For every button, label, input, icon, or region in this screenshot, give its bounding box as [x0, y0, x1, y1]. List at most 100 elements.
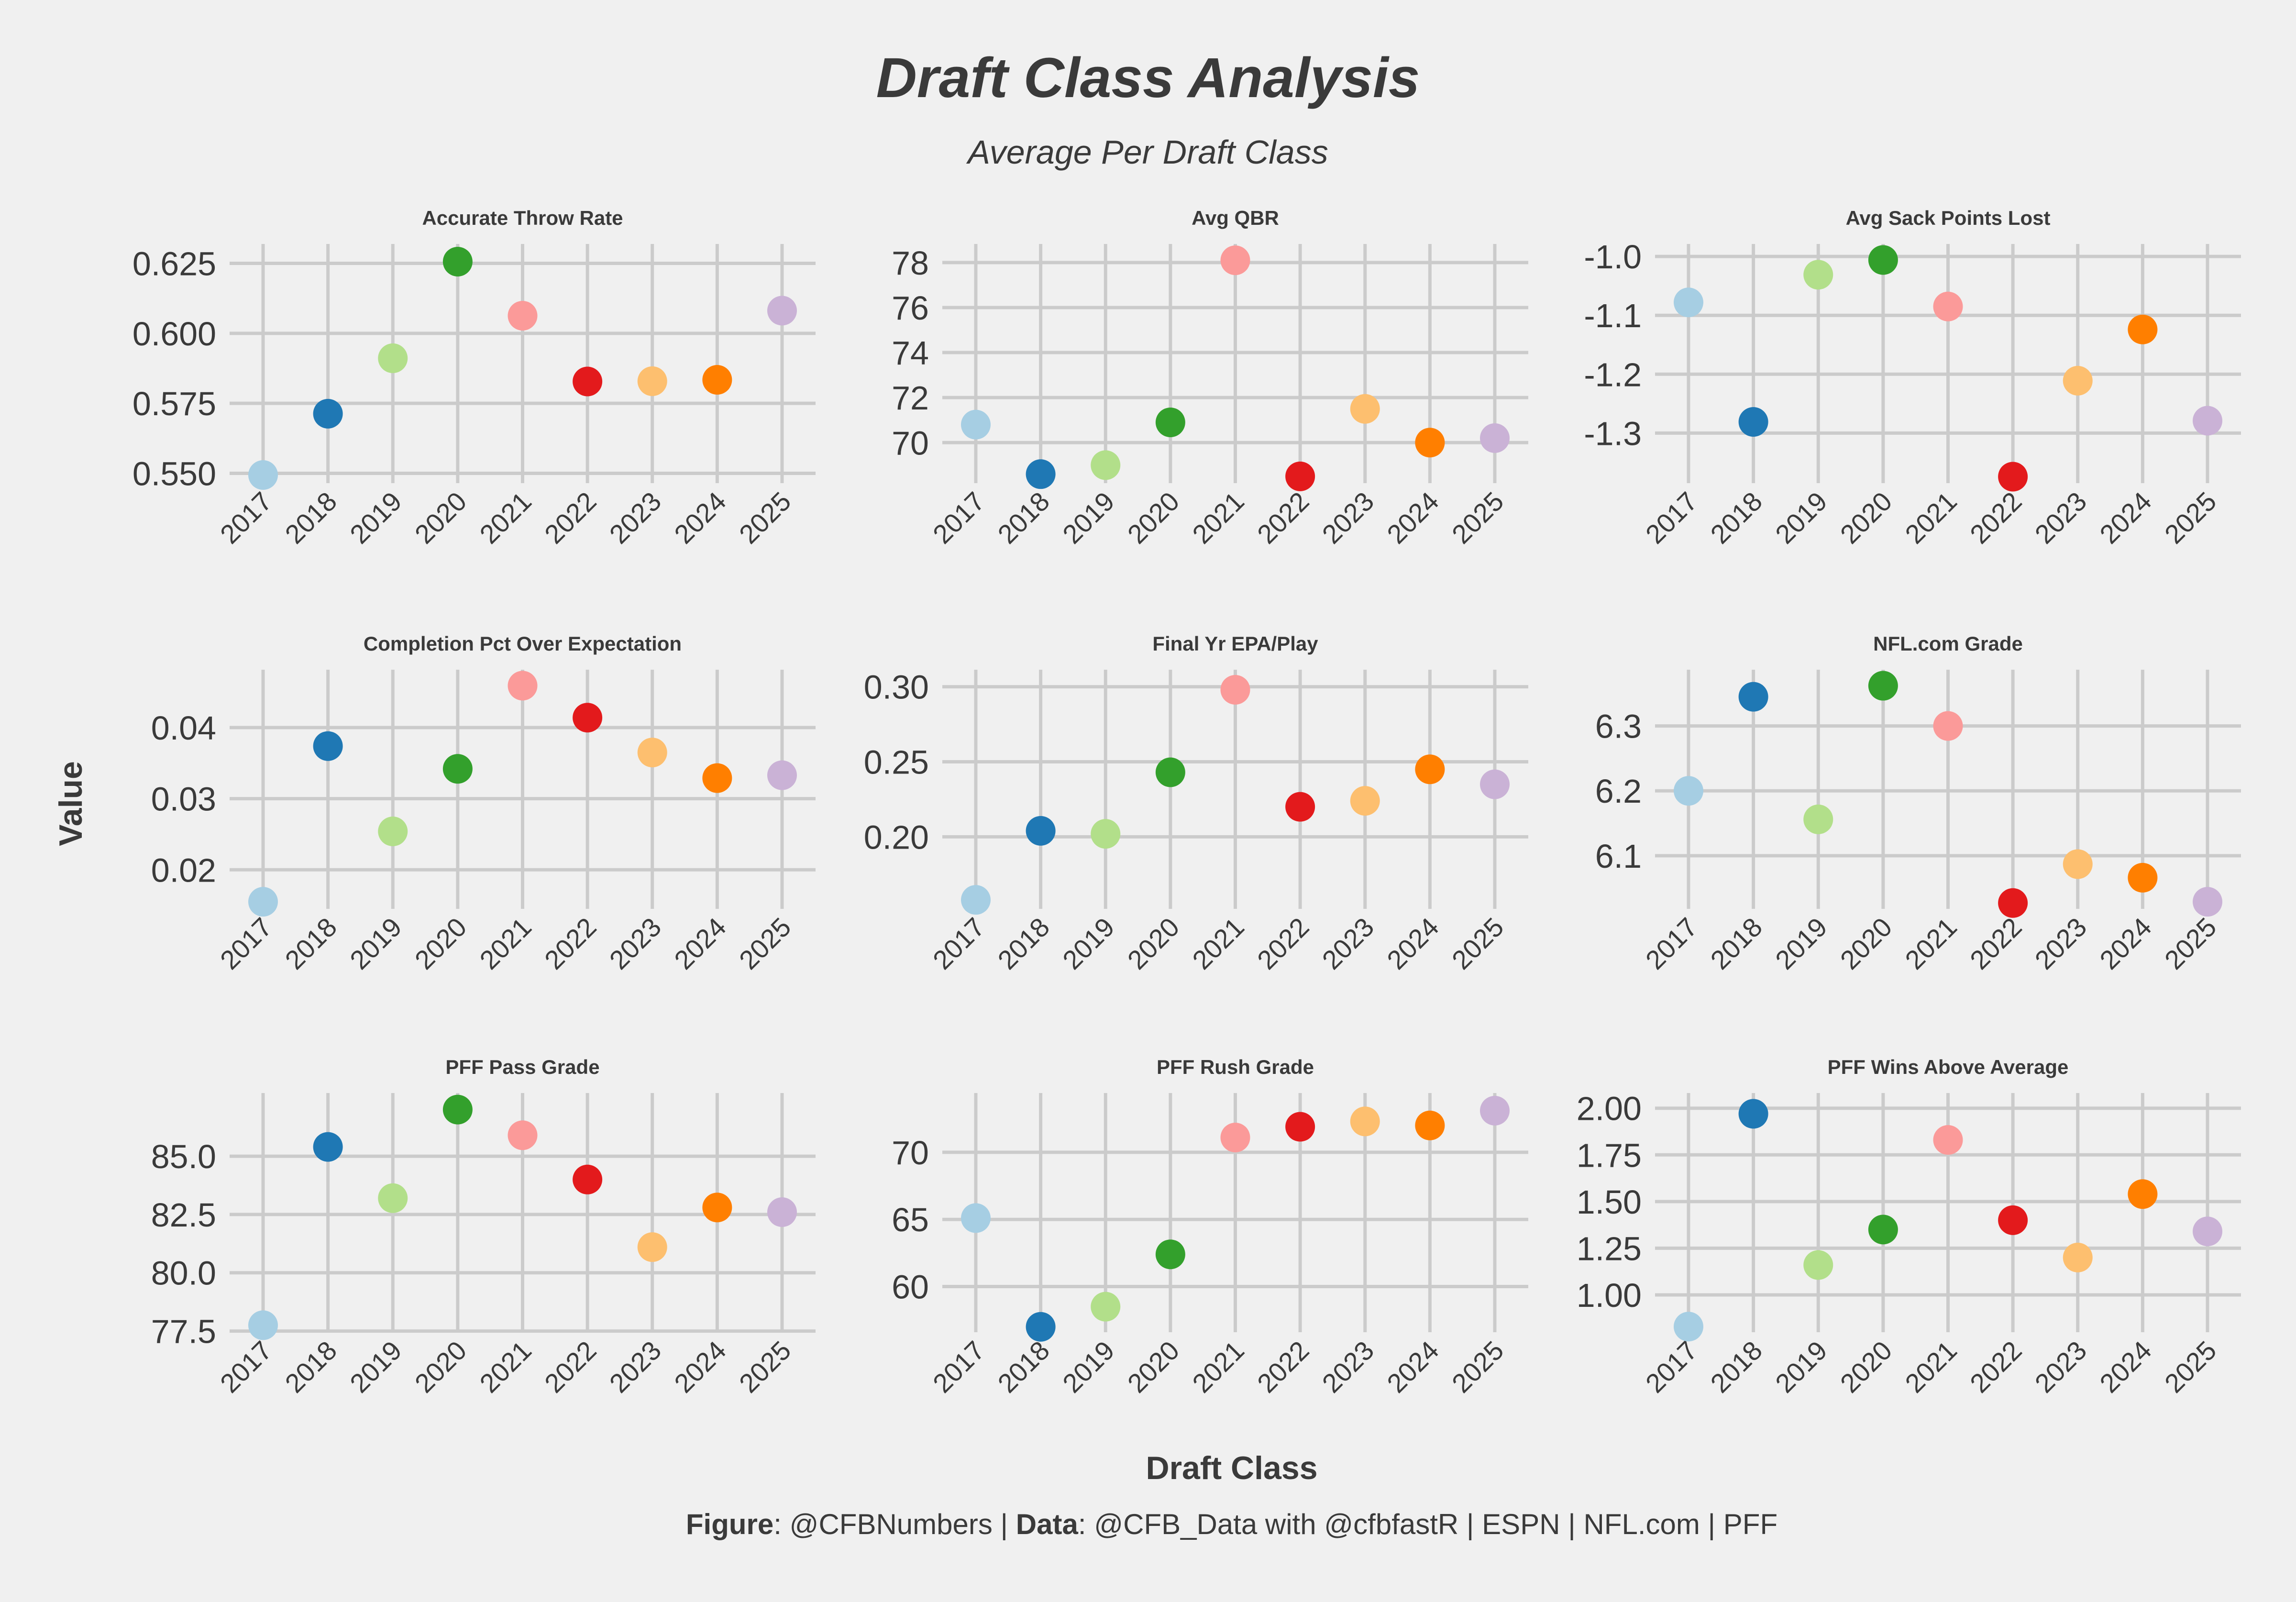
data-point-2018 [1738, 682, 1768, 712]
data-point-2022 [1285, 461, 1315, 491]
panel-title: Final Yr EPA/Play [1152, 632, 1318, 655]
panel-title: Avg QBR [1192, 207, 1279, 229]
chart-title: Draft Class Analysis [876, 46, 1420, 110]
source-caption: Figure: @CFBNumbers | Data: @CFB_Data wi… [0, 1508, 2296, 1541]
y-tick-label: 6.1 [1595, 838, 1642, 875]
x-tick-label: 2018 [1704, 912, 1768, 975]
x-tick-label: 2018 [279, 912, 342, 975]
y-tick-label: 65 [892, 1201, 929, 1238]
y-tick-label: 0.600 [132, 315, 216, 353]
x-tick-label: 2025 [1446, 486, 1510, 550]
panel-9: PFF Wins Above Average 1.00 1.25 1.50 1.75 2.… [1577, 1056, 2241, 1399]
caption-figure-label: Figure [685, 1508, 774, 1540]
x-tick-label: 2017 [927, 1335, 991, 1399]
x-tick-label: 2017 [927, 486, 991, 550]
x-tick-label: 2019 [344, 486, 408, 550]
chart-subtitle: Average Per Draft Class [968, 133, 1328, 171]
x-tick-label: 2022 [539, 486, 602, 550]
y-tick-label: 2.00 [1577, 1090, 1642, 1127]
data-point-2019 [1091, 450, 1121, 480]
panel-8: PFF Rush Grade 60 65 70 2017 2018 2019 2020 2021… [892, 1056, 1528, 1399]
y-tick-label: 1.75 [1577, 1137, 1642, 1174]
x-tick-label: 2025 [733, 912, 797, 975]
y-tick-label: 82.5 [151, 1196, 216, 1234]
data-point-2020 [1868, 245, 1898, 275]
data-point-2022 [1998, 462, 2028, 492]
x-tick-label: 2018 [992, 912, 1055, 975]
y-tick-label: 0.04 [151, 709, 216, 747]
data-point-2017 [1674, 287, 1703, 318]
y-tick-label: 76 [892, 289, 929, 327]
x-tick-label: 2019 [344, 1335, 408, 1399]
x-tick-label: 2023 [2029, 1335, 2093, 1399]
data-point-2018 [1738, 1099, 1768, 1129]
x-tick-label: 2021 [1186, 912, 1250, 975]
panel-title: PFF Rush Grade [1157, 1056, 1314, 1078]
x-tick-label: 2017 [1640, 1335, 1703, 1399]
data-point-2019 [1803, 1250, 1833, 1280]
y-tick-label: 70 [892, 424, 929, 462]
data-point-2018 [1738, 407, 1768, 437]
data-point-2024 [2128, 862, 2158, 893]
y-tick-label: 78 [892, 244, 929, 282]
data-point-2018 [1026, 1312, 1056, 1342]
data-point-2024 [1415, 428, 1445, 458]
panel-title: Avg Sack Points Lost [1846, 207, 2051, 229]
x-tick-label: 2020 [409, 486, 473, 550]
x-tick-label: 2024 [1381, 912, 1445, 975]
data-point-2022 [573, 703, 603, 733]
x-tick-label: 2024 [1381, 486, 1445, 550]
y-tick-label: 0.625 [132, 245, 216, 282]
data-point-2020 [1155, 1239, 1185, 1270]
y-tick-label: 70 [892, 1134, 929, 1171]
x-tick-label: 2021 [474, 912, 537, 975]
data-point-2024 [702, 1193, 732, 1223]
caption-figure-text: : @CFBNumbers | [773, 1508, 1016, 1540]
y-tick-label: 0.02 [151, 851, 216, 889]
x-tick-label: 2024 [2094, 1335, 2157, 1399]
x-tick-label: 2023 [1316, 912, 1380, 975]
panel-4: Completion Pct Over Expectation 0.02 0.03 0… [151, 632, 816, 975]
data-point-2025 [767, 296, 797, 326]
x-tick-label: 2025 [2159, 912, 2222, 975]
data-point-2017 [1674, 776, 1703, 806]
panel-title: PFF Wins Above Average [1828, 1056, 2069, 1078]
data-point-2023 [2063, 365, 2093, 396]
x-tick-label: 2021 [1899, 912, 1963, 975]
y-tick-label: 77.5 [151, 1313, 216, 1350]
x-tick-label: 2019 [1769, 486, 1833, 550]
x-tick-label: 2018 [992, 1335, 1055, 1399]
data-point-2023 [637, 366, 667, 396]
y-tick-label: 0.03 [151, 781, 216, 818]
panel-3: Avg Sack Points Lost -1.0 -1.1 -1.2 -1.3 2017… [1584, 207, 2241, 550]
data-point-2023 [637, 738, 667, 768]
x-tick-label: 2024 [668, 912, 732, 975]
x-tick-label: 2019 [1057, 1335, 1120, 1399]
data-point-2024 [702, 365, 732, 395]
x-tick-label: 2022 [1964, 912, 2028, 975]
x-tick-label: 2018 [1704, 1335, 1768, 1399]
y-tick-label: 0.550 [132, 455, 216, 493]
data-point-2023 [1350, 786, 1380, 816]
x-tick-label: 2024 [668, 486, 732, 550]
data-point-2022 [1285, 1112, 1315, 1142]
y-tick-label: -1.1 [1584, 297, 1642, 334]
x-tick-label: 2019 [1057, 912, 1120, 975]
x-tick-label: 2024 [2094, 486, 2157, 550]
data-point-2023 [2063, 849, 2093, 879]
data-point-2021 [508, 300, 538, 331]
x-tick-label: 2024 [668, 1335, 732, 1399]
x-tick-label: 2023 [2029, 912, 2093, 975]
x-tick-label: 2020 [409, 912, 473, 975]
data-point-2020 [1868, 1215, 1898, 1245]
x-tick-label: 2022 [1251, 1335, 1315, 1399]
panel-5: Final Yr EPA/Play 0.20 0.25 0.30 2017 2018 201… [864, 632, 1528, 975]
y-tick-label: 0.575 [132, 385, 216, 422]
x-tick-label: 2023 [1316, 1335, 1380, 1399]
data-point-2021 [1933, 291, 1963, 321]
data-point-2021 [1220, 674, 1250, 705]
data-point-2019 [1091, 819, 1121, 849]
x-tick-label: 2021 [1899, 486, 1963, 550]
